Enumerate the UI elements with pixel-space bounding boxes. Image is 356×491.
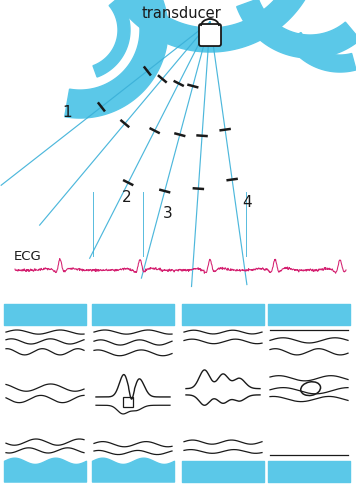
Polygon shape xyxy=(93,0,130,77)
Text: transducer: transducer xyxy=(142,6,222,21)
Bar xyxy=(123,397,133,408)
Text: 3: 3 xyxy=(162,206,172,221)
Polygon shape xyxy=(237,0,356,58)
FancyBboxPatch shape xyxy=(199,24,221,46)
Text: 2: 2 xyxy=(122,191,132,205)
Text: ECG: ECG xyxy=(14,250,42,263)
Polygon shape xyxy=(65,0,168,118)
Polygon shape xyxy=(286,32,356,72)
Polygon shape xyxy=(105,0,318,52)
Text: 4: 4 xyxy=(242,195,252,210)
Text: 1: 1 xyxy=(63,105,72,120)
